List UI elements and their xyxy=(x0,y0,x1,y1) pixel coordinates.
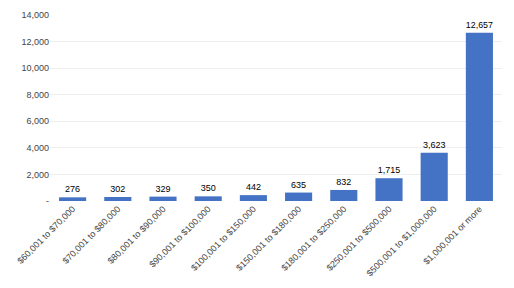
svg-text:$70,001 to $80,000: $70,001 to $80,000 xyxy=(60,204,122,266)
svg-text:$180,001 to $250,000: $180,001 to $250,000 xyxy=(279,204,348,273)
svg-text:329: 329 xyxy=(155,184,170,194)
svg-text:$100,001 to $150,000: $100,001 to $150,000 xyxy=(189,204,258,273)
svg-text:4,000: 4,000 xyxy=(26,143,49,153)
svg-text:12,657: 12,657 xyxy=(466,20,493,30)
svg-text:8,000: 8,000 xyxy=(26,90,49,100)
svg-text:2,000: 2,000 xyxy=(26,170,49,180)
svg-text:-: - xyxy=(46,196,49,206)
svg-text:$1,000,001 or more: $1,000,001 or more xyxy=(421,204,484,267)
svg-text:$150,001 to $180,000: $150,001 to $180,000 xyxy=(234,204,303,273)
svg-text:$80,001 to $90,000: $80,001 to $90,000 xyxy=(106,204,168,266)
svg-text:276: 276 xyxy=(65,184,80,194)
svg-text:$90,001 to $100,000: $90,001 to $100,000 xyxy=(147,204,212,269)
svg-text:1,715: 1,715 xyxy=(378,165,401,175)
svg-text:302: 302 xyxy=(110,184,125,194)
svg-text:$60,001 to $70,000: $60,001 to $70,000 xyxy=(15,204,77,266)
svg-text:3,623: 3,623 xyxy=(423,140,446,150)
svg-text:12,000: 12,000 xyxy=(21,37,49,47)
svg-text:350: 350 xyxy=(201,183,216,193)
svg-text:442: 442 xyxy=(246,182,261,192)
svg-text:635: 635 xyxy=(291,180,306,190)
svg-text:832: 832 xyxy=(336,177,351,187)
svg-text:10,000: 10,000 xyxy=(21,63,49,73)
svg-text:14,000: 14,000 xyxy=(21,10,49,20)
svg-text:6,000: 6,000 xyxy=(26,116,49,126)
svg-text:$250,001 to $500,000: $250,001 to $500,000 xyxy=(325,204,394,273)
svg-text:$500,001 to $1,000,000: $500,001 to $1,000,000 xyxy=(364,204,438,278)
